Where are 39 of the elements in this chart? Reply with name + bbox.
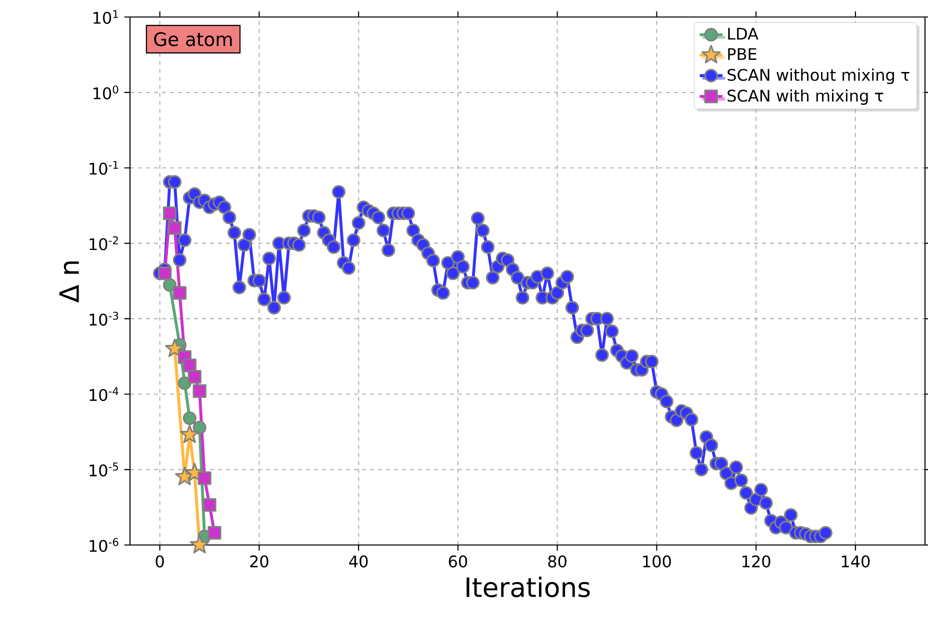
legend-label: SCAN with mixing τ	[728, 89, 884, 105]
x-axis-title: Iterations	[466, 576, 590, 598]
y-axis-title: Δ n	[59, 261, 79, 303]
x-tick-label: 0	[156, 555, 164, 568]
y-tick-label: 10$^{-6}$	[90, 538, 118, 552]
point	[208, 526, 222, 540]
y-tick-label: 10$^{0}$	[94, 85, 118, 100]
point	[180, 424, 200, 444]
y-tick-label: 10$^{-1}$	[90, 160, 118, 175]
y-tick-label: 10$^{-4}$	[90, 387, 118, 402]
x-tick-label: 40	[349, 555, 368, 568]
x-tick-label: 100	[643, 555, 671, 568]
point	[202, 498, 216, 512]
x-tick-label: 20	[250, 555, 268, 568]
legend-label: SCAN without mixing τ	[728, 68, 910, 84]
point	[188, 370, 202, 384]
x-tick-label: 60	[448, 555, 468, 568]
point	[178, 376, 192, 390]
point	[192, 420, 206, 434]
x-tick-label: 120	[742, 555, 770, 568]
y-tick-label: 10$^{-3}$	[90, 312, 118, 326]
point	[158, 266, 172, 280]
y-tick-label: 10$^{-5}$	[90, 462, 118, 476]
point	[165, 338, 184, 358]
point	[172, 286, 186, 300]
point	[168, 221, 182, 235]
point	[162, 206, 177, 220]
point	[182, 358, 196, 372]
x-tick-label: 80	[548, 555, 566, 568]
annotation: Ge atom	[154, 32, 232, 46]
legend-label: PBE	[728, 48, 756, 60]
point	[192, 384, 206, 398]
point	[190, 534, 210, 554]
x-tick-label: 140	[842, 555, 870, 568]
y-tick-label: 10$^{1}$	[94, 10, 118, 24]
point	[182, 411, 196, 425]
legend-label: LDA	[728, 28, 758, 40]
y-tick-label: 10$^{-2}$	[90, 236, 118, 250]
point	[198, 471, 212, 485]
